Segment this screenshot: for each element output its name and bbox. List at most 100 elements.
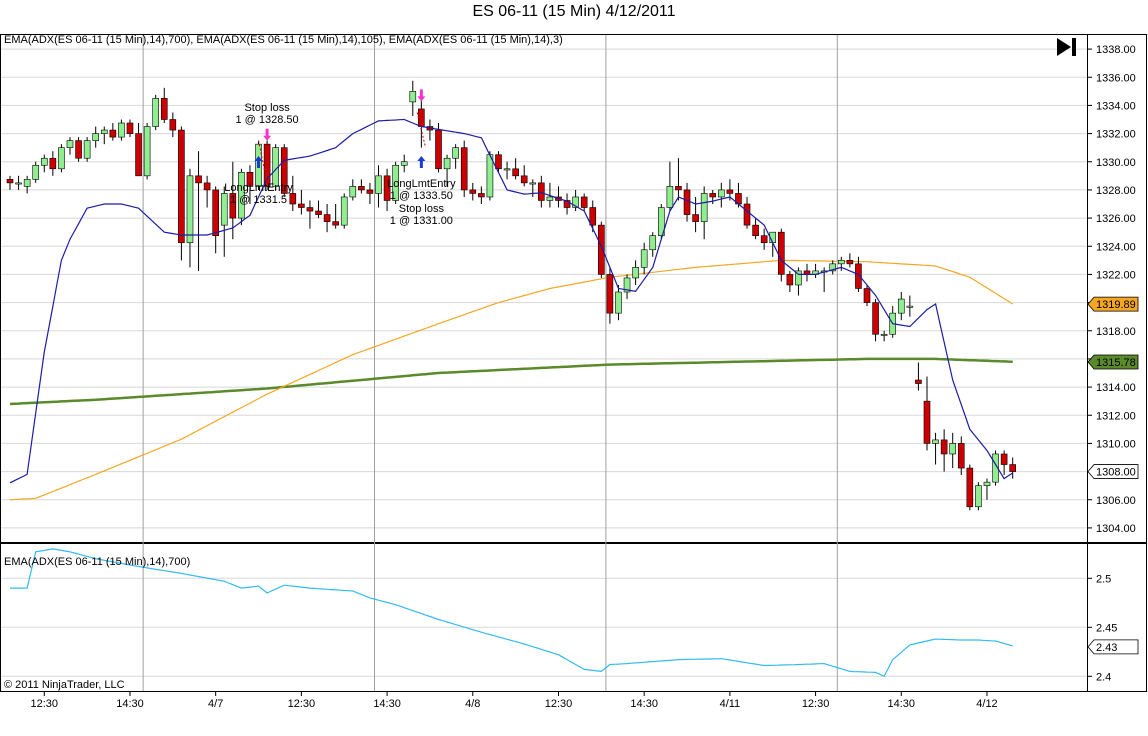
candle-down [289,193,297,205]
price-tag [1087,464,1139,479]
price-tag [1087,639,1139,655]
candle-down [460,147,468,191]
price-y-tick-label: 1322.00 [1096,269,1136,281]
entry-price-label: 1 @ 1331.5 [230,194,287,206]
candle-down [512,168,519,177]
candle-up [949,443,957,455]
candle-up [897,298,905,314]
entry-label: LongLmtEntry [224,182,293,194]
x-tick-label: 14:30 [888,698,916,710]
candle-down [332,221,339,226]
candle-up [143,126,151,177]
candle-down [435,129,442,170]
candle-up [640,249,648,268]
stop-label: Stop loss [399,203,445,215]
candle-down [915,379,922,384]
candle-down [469,189,477,194]
candle-up [58,147,65,170]
price-y-tick-label: 1318.00 [1096,326,1136,338]
price-tag-label: 2.43 [1096,642,1117,654]
x-tick-label: 12:30 [545,698,573,710]
candle-down [863,288,871,303]
x-tick-label: 14:30 [116,698,144,710]
candle-up [700,193,708,222]
candle-up [15,182,22,185]
skip-to-end-icon[interactable] [1057,38,1076,56]
candle-down [178,129,185,244]
price-y-tick-label: 1314.00 [1096,382,1136,394]
candle-up [32,164,40,180]
stop-loss-arrow-icon [263,128,272,141]
price-y-tick-label: 1310.00 [1096,438,1136,450]
copyright-text: © 2011 NinjaTrader, LLC [4,679,125,691]
x-tick-label: 4/12 [976,698,997,710]
chart-title: ES 06-11 (15 Min) 4/12/2011 [472,3,676,20]
candle-up [23,179,31,187]
stop-price-label: 1 @ 1328.50 [236,114,299,126]
candle-up [118,122,125,138]
candle-up [486,154,494,198]
candle-down [520,175,528,184]
candle-up [649,235,657,251]
candle-down [683,189,691,215]
candle-up [152,98,159,127]
price-y-tick-label: 1330.00 [1096,157,1136,169]
candle-up [409,91,417,103]
price-y-tick-label: 1338.00 [1096,44,1136,56]
candle-up [83,140,91,159]
x-tick-label: 12:30 [31,698,59,710]
ema-3-line [9,118,1014,484]
entry-price-label: 1 @ 1333.50 [390,190,453,202]
candle-up [658,207,665,236]
candle-down [126,122,134,134]
candle-up [186,175,194,244]
candle-up [572,196,579,208]
candle-down [760,235,768,244]
candle-up [40,157,48,166]
candle-down [709,193,717,198]
candle-up [452,147,459,159]
price-y-tick-label: 1332.00 [1096,129,1136,141]
price-y-tick-label: 1328.00 [1096,185,1136,197]
candle-down [589,207,597,226]
indicator-panel-frame [0,543,1147,692]
price-tag [1087,354,1139,370]
candle-up [238,172,245,219]
candle-up [340,196,348,226]
candle-up [932,439,939,444]
candle-down [169,119,177,131]
candle-up [975,485,982,508]
candle-down [212,189,219,236]
entry-label: LongLmtEntry [387,178,456,190]
candle-down [692,214,699,222]
x-tick-label: 4/8 [465,698,480,710]
candle-down [777,231,785,275]
candle-down [298,203,305,208]
candle-down [160,98,168,120]
candle-down [495,154,502,170]
candle-up [546,196,554,201]
candle-up [992,453,999,483]
price-y-tick-label: 1326.00 [1096,213,1136,225]
candle-down [957,443,965,469]
candle-down [109,129,117,138]
indicator-y-tick-label: 2.45 [1096,622,1117,634]
price-y-tick-label: 1336.00 [1096,72,1136,84]
candle-up [66,140,74,148]
candle-down [1000,453,1008,465]
candle-down [675,186,682,191]
candle-down [323,214,331,222]
ema-105-line [9,259,1014,501]
ema-700-line [9,357,1013,406]
candle-up [795,270,802,286]
candle-up [623,277,631,293]
candle-down [49,157,57,170]
candle-down [6,179,14,184]
x-tick-label: 14:30 [630,698,658,710]
price-tag-label: 1319.89 [1096,299,1136,311]
candle-up [983,481,991,486]
candle-down [315,210,322,215]
trade-connector-line [258,140,268,183]
candle-up [375,175,382,194]
